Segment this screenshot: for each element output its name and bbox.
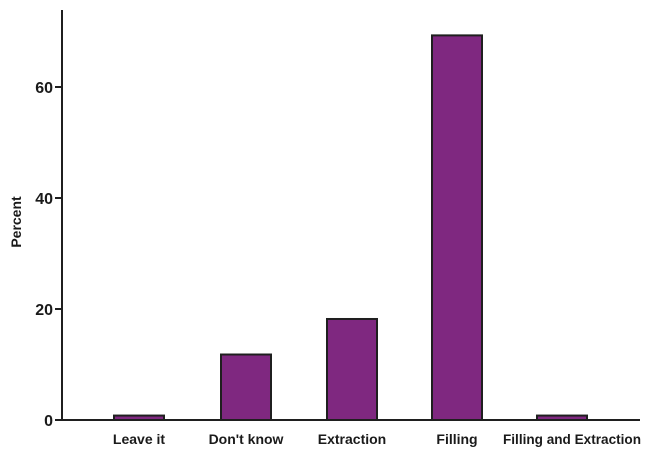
x-tick-label: Leave it (113, 431, 165, 447)
bar-filling (431, 34, 483, 421)
bar-extraction (326, 317, 378, 421)
y-axis: 0 20 40 60 (35, 10, 63, 430)
category-labels: Leave it Don't know Extraction Filling Filli… (113, 431, 641, 447)
bar-don-t-know (220, 353, 272, 422)
y-tick-label: 60 (35, 80, 53, 97)
bar-filling-and-extraction (536, 414, 588, 421)
bar-leave-it (113, 414, 165, 421)
x-tick-label: Don't know (209, 431, 284, 447)
x-tick-label: Filling (436, 431, 477, 447)
bars (113, 34, 588, 422)
x-tick-label: Filling and Extraction (503, 431, 641, 447)
y-tick-label: 40 (35, 191, 53, 208)
x-tick-label: Extraction (318, 431, 386, 447)
y-axis-title: Percent (8, 196, 24, 248)
y-tick-label: 20 (35, 302, 53, 319)
y-tick-label: 0 (44, 413, 53, 430)
